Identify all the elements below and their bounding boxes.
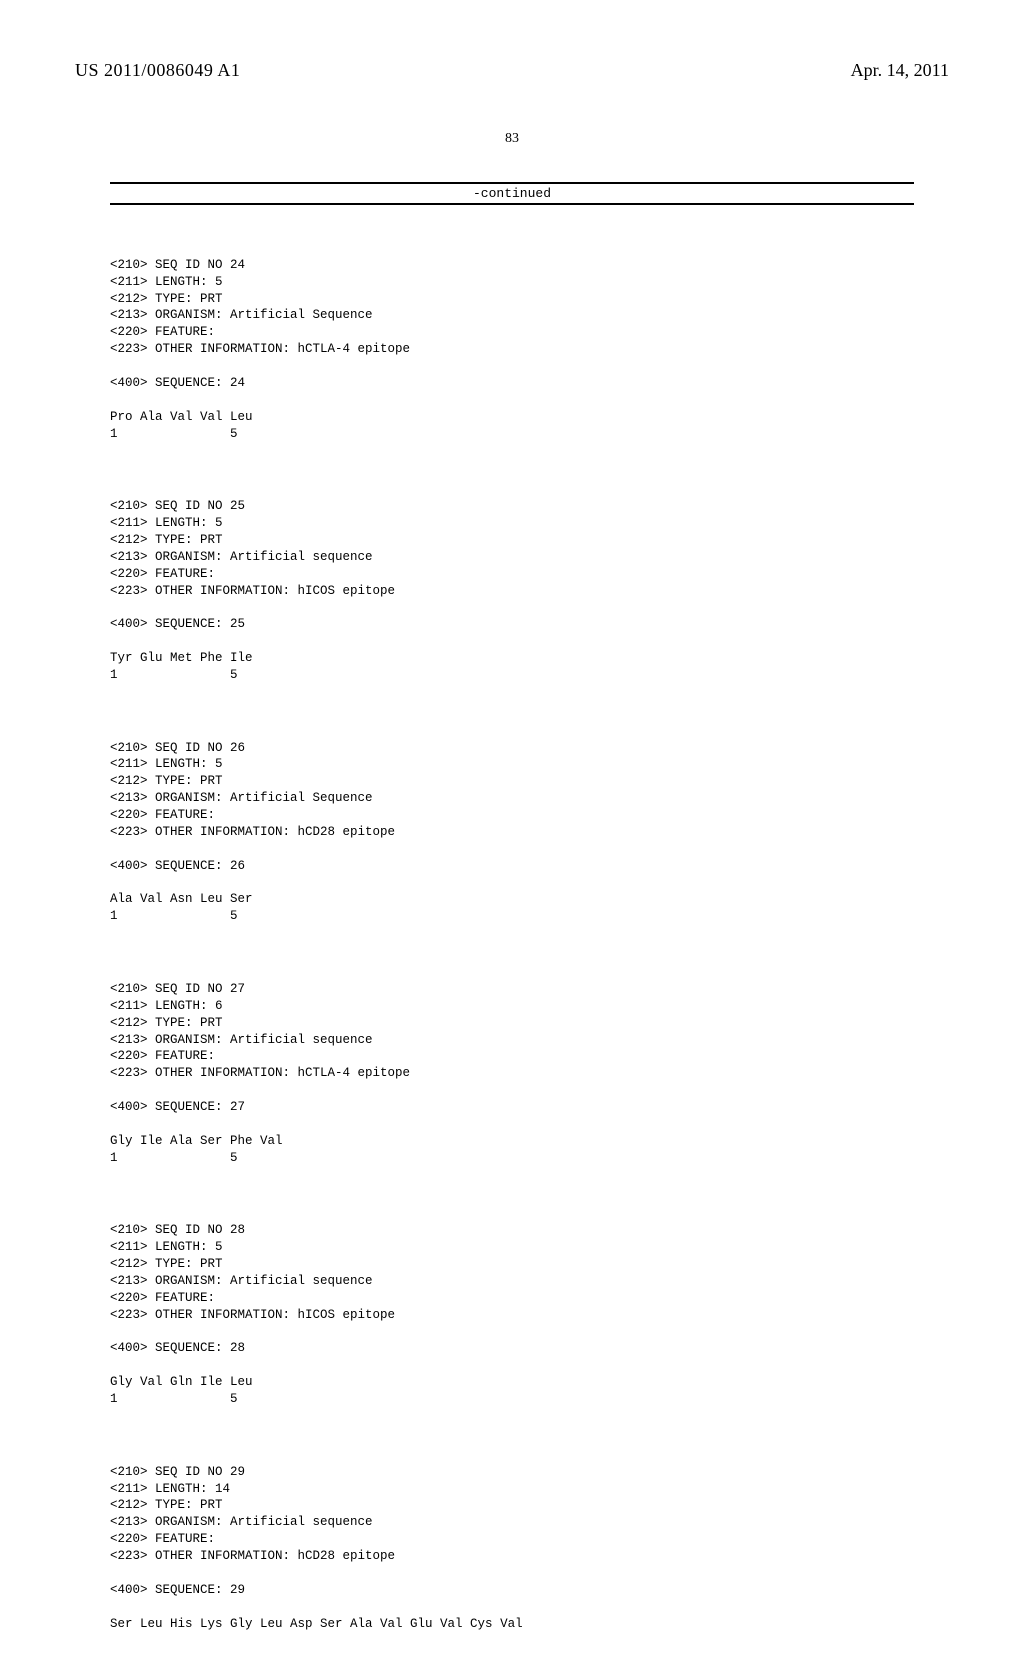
sequence-block: <210> SEQ ID NO 24 <211> LENGTH: 5 <212>… <box>110 257 949 443</box>
divider-top <box>110 182 914 184</box>
sequence-listing: <210> SEQ ID NO 24 <211> LENGTH: 5 <212>… <box>110 223 949 1671</box>
publication-date: Apr. 14, 2011 <box>851 60 949 81</box>
sequence-block: <210> SEQ ID NO 26 <211> LENGTH: 5 <212>… <box>110 740 949 926</box>
page-number: 83 <box>75 131 949 147</box>
sequence-block: <210> SEQ ID NO 28 <211> LENGTH: 5 <212>… <box>110 1222 949 1408</box>
continued-label: -continued <box>110 184 914 203</box>
sequence-block: <210> SEQ ID NO 27 <211> LENGTH: 6 <212>… <box>110 981 949 1167</box>
sequence-block: <210> SEQ ID NO 25 <211> LENGTH: 5 <212>… <box>110 498 949 684</box>
continued-section: -continued <box>110 182 914 205</box>
publication-number: US 2011/0086049 A1 <box>75 60 240 81</box>
divider-bottom <box>110 203 914 205</box>
sequence-block: <210> SEQ ID NO 29 <211> LENGTH: 14 <212… <box>110 1464 949 1633</box>
document-header: US 2011/0086049 A1 Apr. 14, 2011 <box>75 60 949 81</box>
